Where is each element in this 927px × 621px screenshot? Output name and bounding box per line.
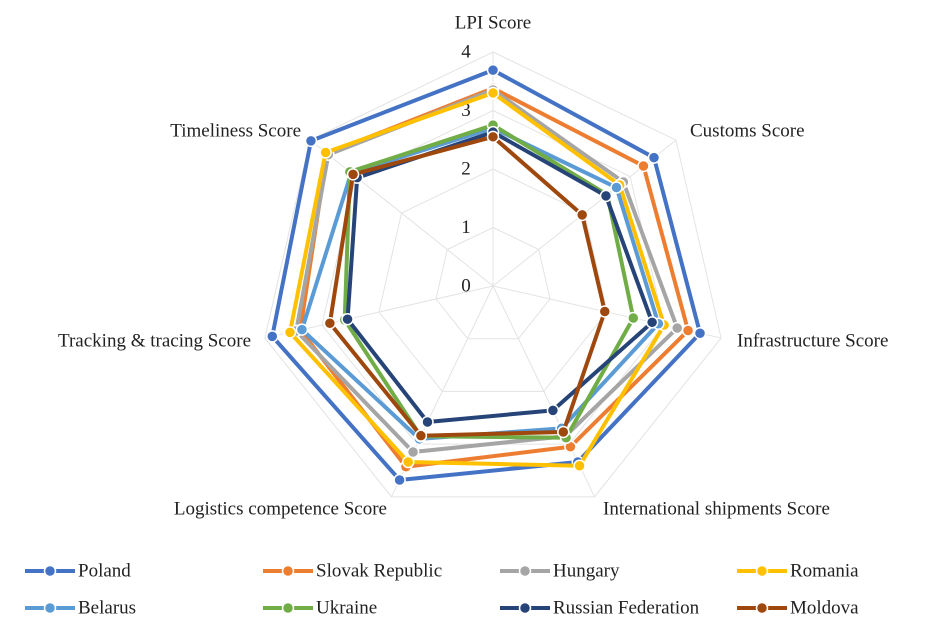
- data-point: [645, 316, 659, 329]
- legend-label: Slovak Republic: [316, 560, 442, 581]
- data-point: [557, 425, 570, 439]
- data-point: [546, 404, 560, 417]
- data-point: [486, 130, 500, 144]
- legend-label: Moldova: [790, 597, 859, 618]
- series-line: [327, 134, 607, 438]
- data-point: [421, 415, 434, 429]
- data-point: [323, 316, 337, 330]
- data-point: [637, 159, 650, 173]
- grid-ring: [264, 51, 722, 498]
- data-point: [346, 168, 360, 181]
- data-point: [486, 63, 500, 77]
- grid-ring: [378, 168, 608, 392]
- data-point: [266, 330, 279, 343]
- legend-label: Ukraine: [316, 597, 377, 618]
- category-label: International shipments Score: [603, 498, 830, 519]
- series-line: [270, 68, 703, 482]
- data-point: [693, 327, 707, 340]
- data-point: [393, 473, 406, 487]
- legend-marker: [518, 601, 532, 615]
- data-point: [573, 459, 586, 472]
- data-point: [304, 134, 318, 148]
- data-point: [486, 86, 500, 100]
- legend-label: Belarus: [78, 597, 136, 618]
- legend-marker: [755, 564, 769, 578]
- legend-label: Poland: [78, 560, 131, 581]
- series-line: [345, 130, 655, 424]
- data-point: [610, 181, 623, 194]
- data-point: [319, 146, 332, 159]
- series-line: [294, 88, 680, 455]
- data-point: [575, 208, 589, 222]
- data-point: [406, 445, 420, 459]
- category-label: Timeliness Score: [170, 120, 301, 141]
- data-point: [295, 323, 309, 336]
- category-label: Infrastructure Score: [737, 330, 888, 351]
- category-label: Customs Score: [690, 120, 805, 141]
- legend-marker: [43, 564, 57, 578]
- legend-label: Hungary: [553, 560, 620, 581]
- r-tick-label: 3: [461, 100, 471, 121]
- legend-label: Russian Federation: [553, 597, 700, 618]
- legend-marker: [281, 564, 295, 578]
- data-point: [341, 312, 354, 326]
- data-point: [599, 189, 613, 203]
- legend-marker: [755, 601, 769, 615]
- grid-ring: [435, 226, 551, 340]
- r-tick-label: 4: [461, 41, 471, 62]
- data-point: [681, 324, 695, 337]
- r-tick-label: 1: [461, 217, 471, 238]
- data-point: [627, 311, 640, 325]
- series-line: [287, 90, 667, 468]
- r-tick-label: 0: [461, 275, 471, 296]
- data-point: [401, 455, 415, 469]
- category-label: LPI Score: [455, 12, 532, 33]
- data-point: [670, 321, 684, 335]
- axis-spoke: [309, 139, 494, 287]
- data-point: [598, 305, 612, 318]
- category-label: Tracking & tracing Score: [58, 330, 251, 351]
- category-label: Logistics competence Score: [174, 498, 387, 519]
- legend-label: Romania: [790, 560, 859, 581]
- legend-marker: [518, 564, 532, 578]
- legend-marker: [281, 601, 295, 615]
- legend-marker: [43, 601, 57, 615]
- series-line: [342, 123, 636, 440]
- data-point: [414, 429, 428, 442]
- r-tick-label: 2: [461, 158, 471, 179]
- data-point: [283, 326, 297, 339]
- data-point: [647, 151, 661, 164]
